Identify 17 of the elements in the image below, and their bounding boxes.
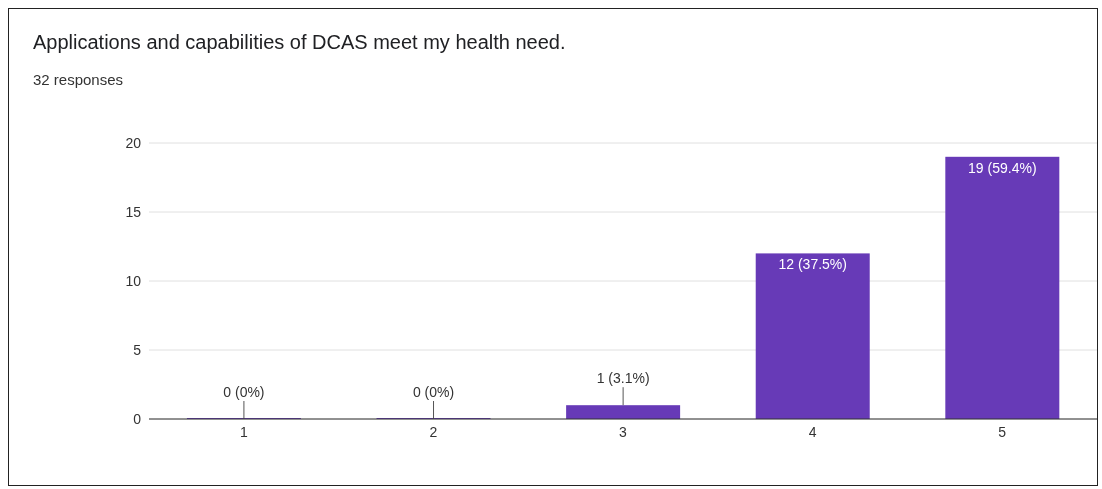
y-tick-label: 20 <box>125 134 142 151</box>
x-tick-label: 4 <box>808 423 817 440</box>
data-label: 0 (0%) <box>223 384 265 400</box>
y-tick-label: 5 <box>133 341 142 358</box>
x-tick-label: 1 <box>239 423 248 440</box>
data-label: 1 (3.1%) <box>596 370 650 387</box>
data-label: 0 (0%) <box>412 384 455 400</box>
x-tick-label: 3 <box>619 423 628 440</box>
chart-title: Applications and capabilities of DCAS meet my health need. <box>33 31 566 54</box>
chart-subtitle: 32 responses <box>33 71 124 88</box>
data-label: 12 (37.5%) <box>778 256 847 273</box>
x-tick-label: 2 <box>429 423 438 440</box>
x-tick-label: 5 <box>998 423 1007 440</box>
y-tick-label: 10 <box>125 272 142 289</box>
y-tick-label: 15 <box>125 203 142 220</box>
data-label: 19 (59.4%) <box>968 159 1037 176</box>
y-tick-label: 0 <box>133 410 142 427</box>
